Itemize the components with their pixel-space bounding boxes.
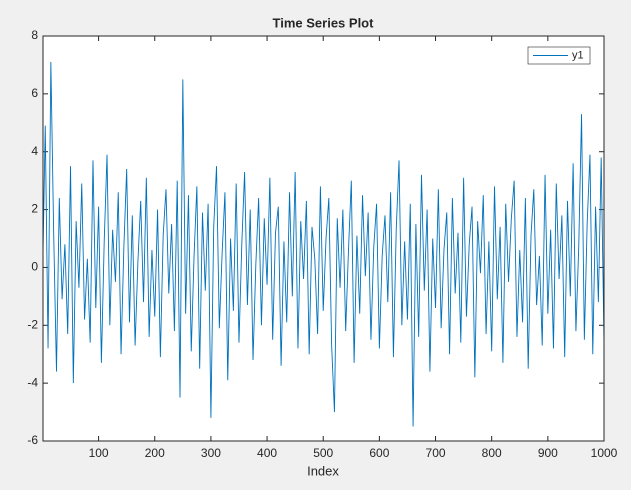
x-tick-label: 800 [482, 446, 502, 460]
y-tick-label: -6 [27, 433, 38, 447]
x-tick-label: 600 [369, 446, 389, 460]
x-tick-label: 500 [313, 446, 333, 460]
legend-label: y1 [572, 49, 584, 61]
series-line [42, 62, 605, 427]
y-tick-label: 8 [31, 28, 38, 42]
x-tick-label: 400 [257, 446, 277, 460]
axes-box [42, 35, 605, 442]
x-tick-label: 900 [538, 446, 558, 460]
y-tick-label: -4 [27, 375, 38, 389]
x-tick-label: 1000 [591, 446, 618, 460]
x-tick-label: 100 [89, 446, 109, 460]
plot-area [43, 36, 604, 441]
x-axis-label: Index [307, 463, 339, 478]
y-tick-label: 4 [31, 144, 38, 158]
y-tick-label: 2 [31, 202, 38, 216]
chart-title: Time Series Plot [273, 15, 375, 30]
x-tick-label: 300 [201, 446, 221, 460]
x-tick-label: 200 [145, 446, 165, 460]
y-tick-label: 0 [31, 260, 38, 274]
y-tick-label: -2 [27, 317, 38, 331]
y-tick-label: 6 [31, 86, 38, 100]
x-tick-label: 700 [426, 446, 446, 460]
